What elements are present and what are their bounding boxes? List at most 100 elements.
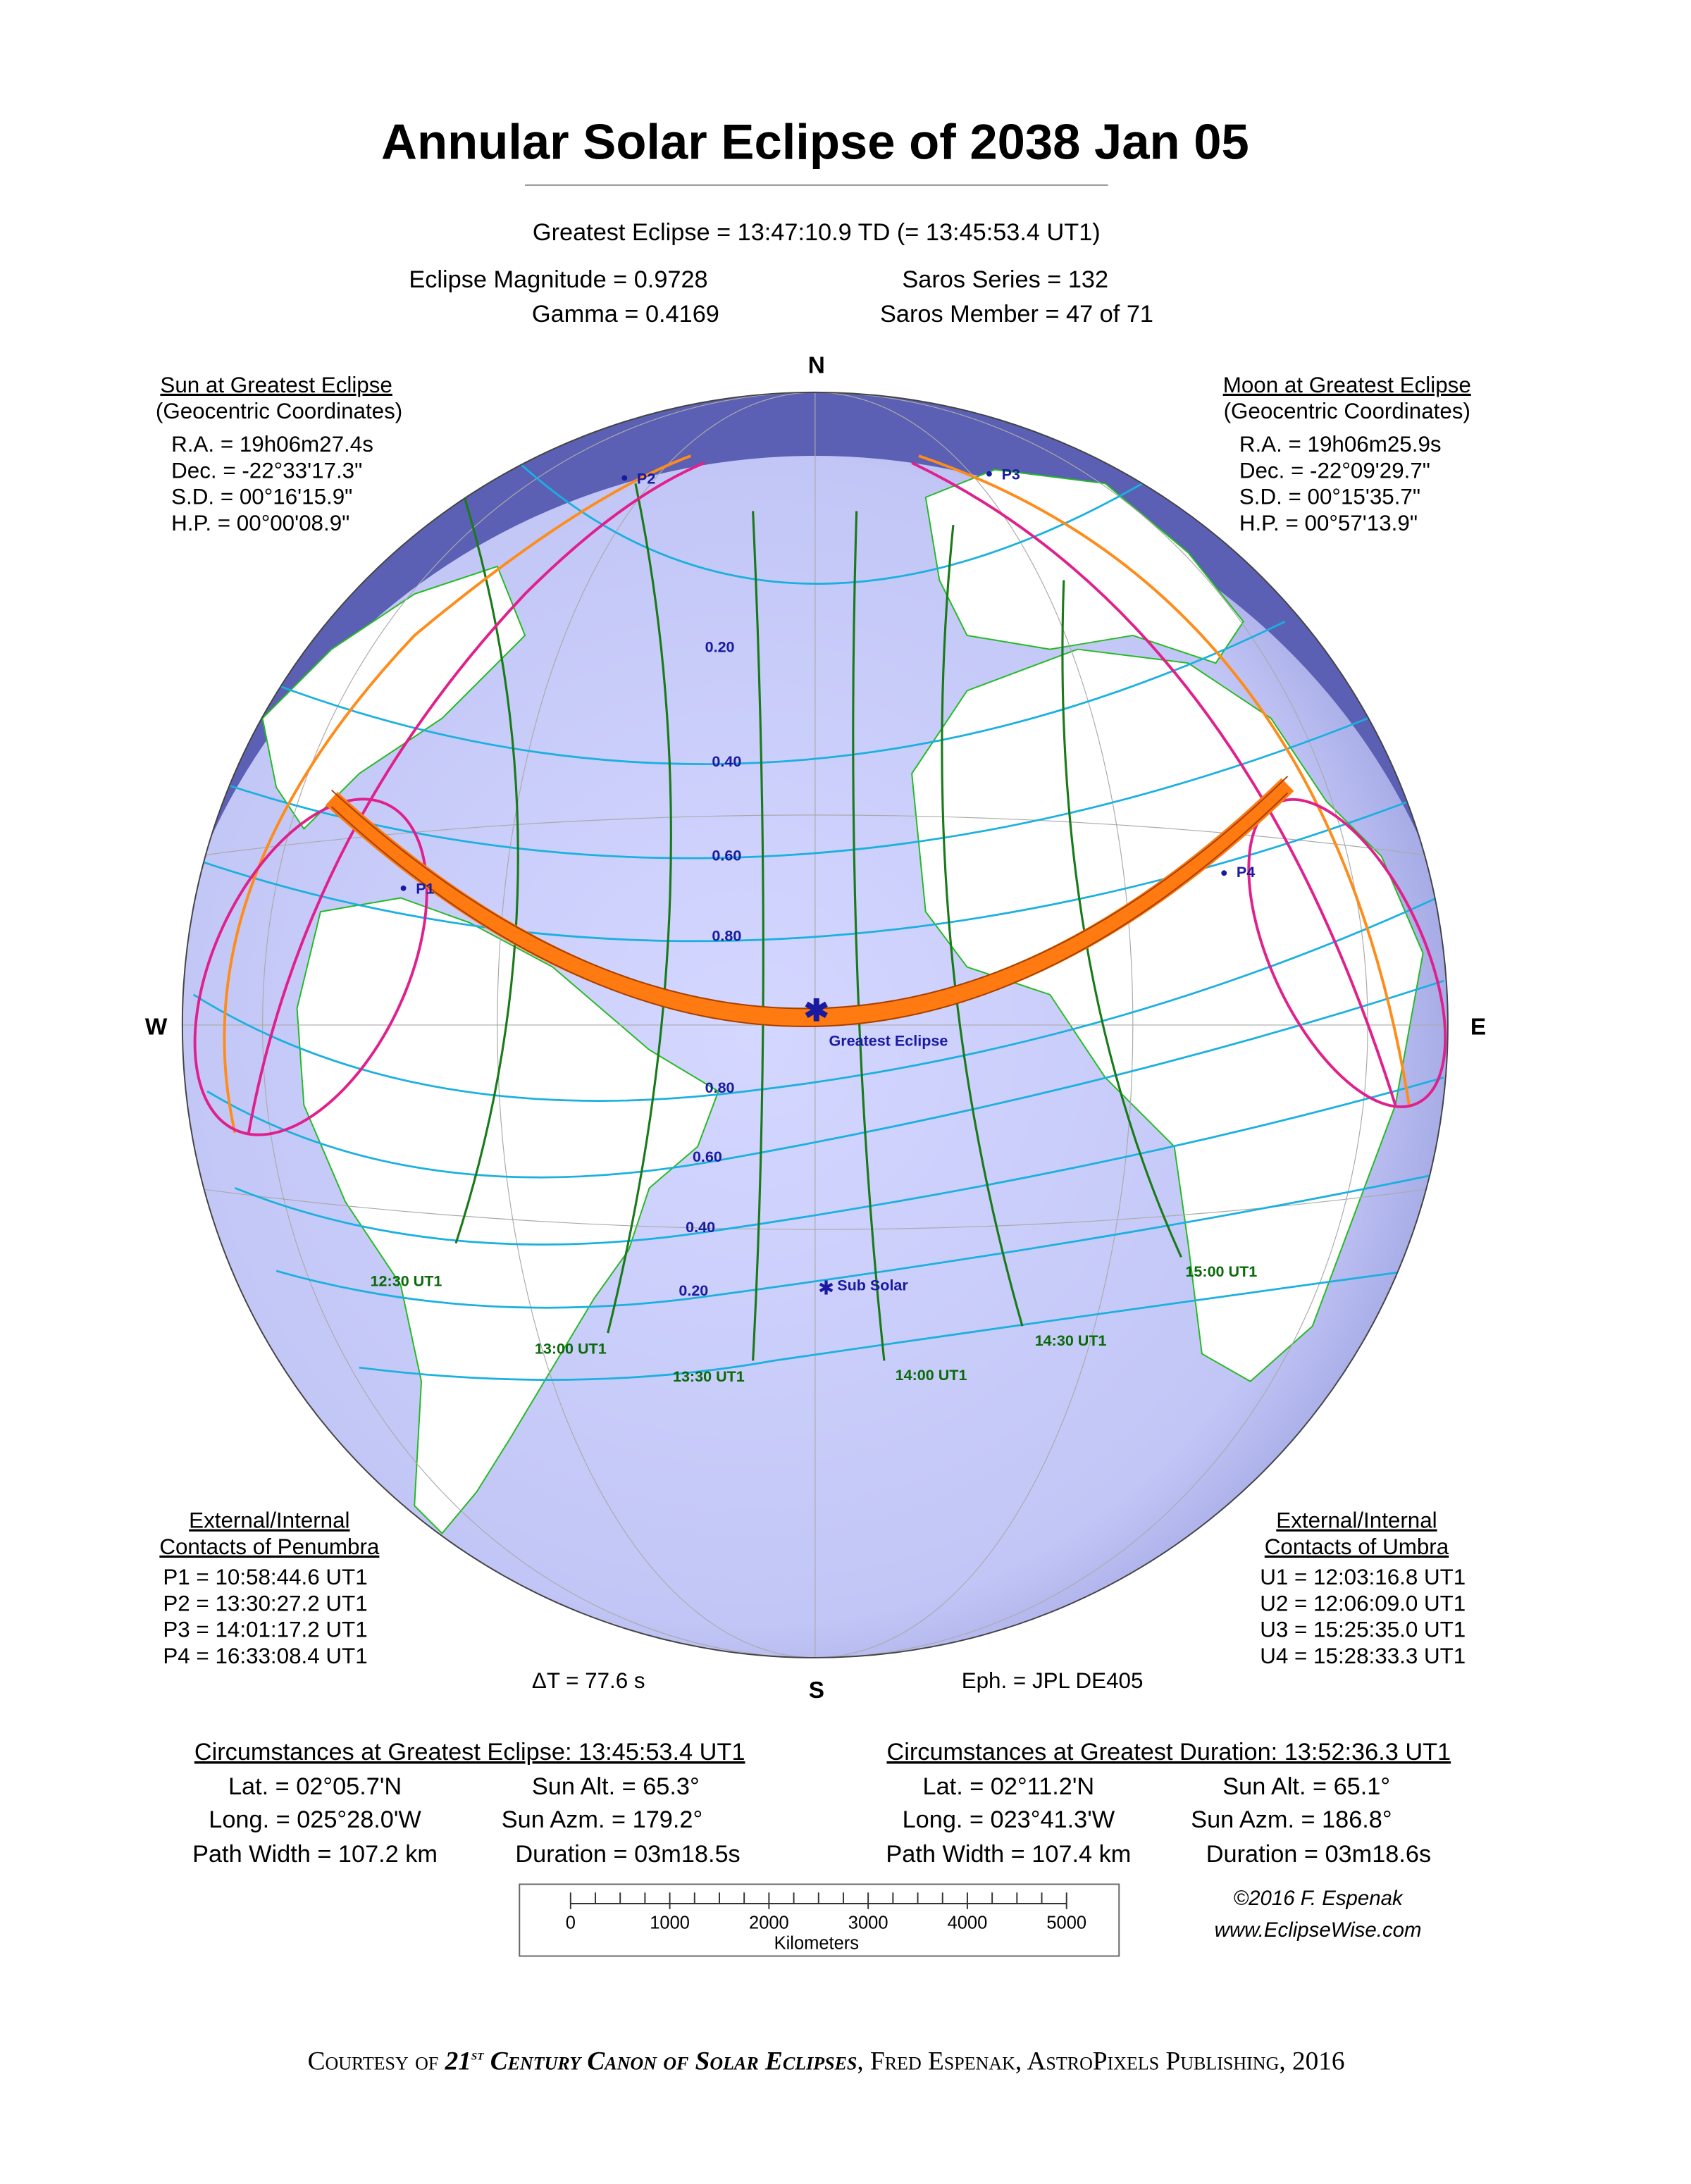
penumbra-contact: P3 = 14:01:17.2 UT1 <box>163 1618 367 1642</box>
contact-point-label: P4 <box>1237 863 1255 881</box>
penumbra-heading: Contacts of Penumbra <box>159 1534 380 1559</box>
sun-line: H.P. = 00°00'08.9" <box>171 511 349 535</box>
penumbra-contact: P1 = 10:58:44.6 UT1 <box>163 1565 367 1589</box>
contact-point-label: P1 <box>416 880 434 898</box>
courtesy-text: Courtesy of <box>308 2047 445 2076</box>
contact-markers <box>400 471 1227 891</box>
time-label: 14:30 UT1 <box>1035 1332 1107 1349</box>
time-labels: 12:30 UT1 13:00 UT1 13:30 UT1 14:00 UT1 … <box>371 1262 1258 1385</box>
sun-line: Dec. = -22°33'17.3" <box>171 458 362 483</box>
ephemeris: Eph. = JPL DE405 <box>962 1668 1144 1693</box>
moon-line: S.D. = 00°15'35.7" <box>1239 485 1420 509</box>
circumstance: Long. = 023°41.3'W <box>903 1806 1115 1833</box>
scale-box <box>519 1883 1120 1957</box>
scale-unit: Kilometers <box>774 1934 859 1954</box>
circumstance: Long. = 025°28.0'W <box>209 1806 421 1833</box>
circumstance: Lat. = 02°05.7'N <box>228 1773 402 1800</box>
scale-label: 0 <box>566 1913 576 1932</box>
magnitude-label: 0.80 <box>705 1079 735 1096</box>
globe: ✱ ✱ <box>181 391 1449 1658</box>
circumstance: Path Width = 107.2 km <box>192 1841 438 1868</box>
saros-member: Saros Member = 47 of 71 <box>880 301 1153 328</box>
contact-point-label: P2 <box>637 469 655 487</box>
circumstance: Sun Alt. = 65.3° <box>532 1773 700 1800</box>
distance-scale: Kilometers 0 1000 2000 3000 4000 5000 <box>519 1883 1120 1957</box>
time-label: 12:30 UT1 <box>371 1272 442 1289</box>
magnitude-label: 0.80 <box>712 926 741 944</box>
courtesy-text: Century Canon of Solar Eclipses <box>483 2047 857 2076</box>
copyright: ©2016 F. Espenak <box>1233 1887 1404 1910</box>
umbra-contact: U2 = 12:06:09.0 UT1 <box>1260 1591 1466 1615</box>
time-label: 13:30 UT1 <box>673 1367 745 1385</box>
sun-heading: Sun at Greatest Eclipse <box>160 373 392 397</box>
magnitude-curves <box>186 441 1444 1381</box>
delta-t: ΔT = 77.6 s <box>532 1668 645 1693</box>
eclipse-magnitude: Eclipse Magnitude = 0.9728 <box>409 266 707 293</box>
title: Annular Solar Eclipse of 2038 Jan 05 <box>381 113 1249 169</box>
magnitude-label: 0.60 <box>693 1148 722 1165</box>
website: www.EclipseWise.com <box>1215 1918 1422 1942</box>
gamma: Gamma = 0.4169 <box>532 301 719 328</box>
time-label: 14:00 UT1 <box>896 1366 967 1384</box>
greatest-eclipse-time: Greatest Eclipse = 13:47:10.9 TD (= 13:4… <box>533 219 1101 246</box>
magnitude-label: 0.20 <box>705 638 735 655</box>
umbra-heading: Contacts of Umbra <box>1265 1534 1449 1559</box>
scale-label: 2000 <box>749 1913 789 1932</box>
moon-line: Dec. = -22°09'29.7" <box>1239 458 1430 483</box>
moon-heading: Moon at Greatest Eclipse <box>1223 373 1471 397</box>
sun-line: R.A. = 19h06m27.4s <box>171 432 373 457</box>
time-label: 13:00 UT1 <box>535 1340 607 1358</box>
sub-solar-label: Sub Solar <box>837 1276 908 1293</box>
scale-label: 5000 <box>1046 1913 1086 1932</box>
penumbra-heading: External/Internal <box>189 1508 349 1533</box>
time-label: 15:00 UT1 <box>1185 1262 1257 1280</box>
sun-line: S.D. = 00°16'15.9" <box>171 485 352 509</box>
moon-line: R.A. = 19h06m25.9s <box>1239 432 1442 457</box>
circumstance: Duration = 03m18.5s <box>515 1841 740 1868</box>
circumstance: Duration = 03m18.6s <box>1206 1841 1431 1868</box>
scale-label: 4000 <box>948 1913 988 1932</box>
circumstance: Sun Alt. = 65.1° <box>1222 1773 1390 1800</box>
annular-path <box>325 778 1294 1026</box>
circumstances-heading: Circumstances at Greatest Eclipse: 13:45… <box>194 1739 745 1766</box>
time-curves <box>454 469 1182 1361</box>
courtesy-text: st <box>471 2047 484 2064</box>
magnitude-label: 0.40 <box>712 752 741 770</box>
contact-point-label: P3 <box>1002 465 1020 483</box>
path-limit <box>330 776 1289 1010</box>
scale-label: 1000 <box>650 1913 690 1932</box>
circumstance: Sun Azm. = 186.8° <box>1191 1806 1392 1833</box>
compass-north: N <box>808 352 825 378</box>
sun-subheading: (Geocentric Coordinates) <box>156 399 402 423</box>
courtesy-text: , Fred Espenak, AstroPixels Publishing, … <box>857 2047 1344 2076</box>
magnitude-label: 0.20 <box>679 1282 708 1299</box>
path-limit <box>330 792 1289 1027</box>
penumbra-contact: P2 = 13:30:27.2 UT1 <box>163 1591 367 1615</box>
magnitude-labels: 0.20 0.40 0.60 0.80 0.80 0.60 0.40 0.20 <box>679 638 741 1299</box>
land <box>261 469 1424 1534</box>
compass-east: E <box>1470 1015 1486 1041</box>
circumstance: Path Width = 107.4 km <box>886 1841 1131 1868</box>
umbra-contact: U1 = 12:03:16.8 UT1 <box>1260 1565 1466 1589</box>
magnitude-label: 0.40 <box>686 1218 715 1236</box>
circumstances-heading: Circumstances at Greatest Duration: 13:5… <box>887 1739 1451 1766</box>
courtesy: Courtesy of 21st Century Canon of Solar … <box>308 2047 1345 2076</box>
umbra-contact: U4 = 15:28:33.3 UT1 <box>1260 1644 1466 1668</box>
moon-subheading: (Geocentric Coordinates) <box>1224 399 1470 423</box>
penumbra-contact: P4 = 16:33:08.4 UT1 <box>163 1644 367 1668</box>
scale-label: 3000 <box>848 1913 888 1932</box>
circumstance: Sun Azm. = 179.2° <box>502 1806 702 1833</box>
umbra-contact: U3 = 15:25:35.0 UT1 <box>1260 1618 1466 1642</box>
sub-solar-marker: ✱ <box>818 1277 834 1298</box>
courtesy-text: 21 <box>445 2047 471 2076</box>
saros-series: Saros Series = 132 <box>902 266 1108 293</box>
penumbra-limits <box>193 454 1447 1136</box>
compass-south: S <box>809 1677 824 1704</box>
greatest-eclipse-label: Greatest Eclipse <box>829 1031 948 1049</box>
moon-line: H.P. = 00°57'13.9" <box>1239 511 1418 535</box>
umbra-heading: External/Internal <box>1276 1508 1437 1533</box>
magnitude-label: 0.60 <box>712 847 741 864</box>
globe-outline <box>181 391 1449 1658</box>
